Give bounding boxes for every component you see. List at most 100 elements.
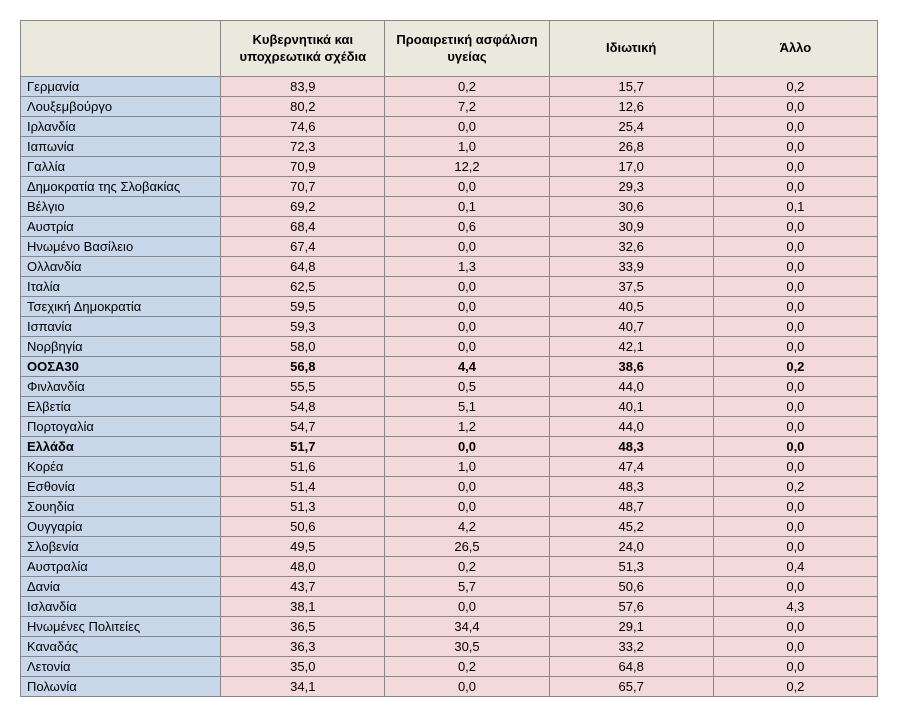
cell-c1: 36,3	[221, 637, 385, 657]
cell-c2: 0,0	[385, 597, 549, 617]
table-row: Ιρλανδία74,60,025,40,0	[21, 117, 878, 137]
table-row: Ισλανδία38,10,057,64,3	[21, 597, 878, 617]
cell-c4: 0,0	[713, 337, 877, 357]
cell-c2: 0,2	[385, 557, 549, 577]
table-row: Νορβηγία58,00,042,10,0	[21, 337, 878, 357]
row-label: Ελβετία	[21, 397, 221, 417]
cell-c4: 0,0	[713, 577, 877, 597]
cell-c4: 0,0	[713, 217, 877, 237]
cell-c2: 0,2	[385, 657, 549, 677]
cell-c4: 0,0	[713, 97, 877, 117]
cell-c1: 74,6	[221, 117, 385, 137]
row-label: Πολωνία	[21, 677, 221, 697]
cell-c2: 0,0	[385, 477, 549, 497]
table-row: Ουγγαρία50,64,245,20,0	[21, 517, 878, 537]
cell-c1: 54,7	[221, 417, 385, 437]
cell-c1: 49,5	[221, 537, 385, 557]
cell-c3: 32,6	[549, 237, 713, 257]
cell-c3: 44,0	[549, 417, 713, 437]
row-label: Αυστρία	[21, 217, 221, 237]
cell-c2: 1,0	[385, 137, 549, 157]
cell-c3: 26,8	[549, 137, 713, 157]
row-label: Καναδάς	[21, 637, 221, 657]
cell-c4: 0,0	[713, 277, 877, 297]
row-label: Γαλλία	[21, 157, 221, 177]
cell-c2: 26,5	[385, 537, 549, 557]
header-other: Άλλο	[713, 21, 877, 77]
row-label: Ισλανδία	[21, 597, 221, 617]
cell-c4: 0,0	[713, 537, 877, 557]
cell-c1: 67,4	[221, 237, 385, 257]
cell-c1: 62,5	[221, 277, 385, 297]
cell-c2: 12,2	[385, 157, 549, 177]
cell-c1: 55,5	[221, 377, 385, 397]
row-label: Πορτογαλία	[21, 417, 221, 437]
row-label: Ιταλία	[21, 277, 221, 297]
cell-c1: 59,3	[221, 317, 385, 337]
cell-c1: 72,3	[221, 137, 385, 157]
table-row: Σουηδία51,30,048,70,0	[21, 497, 878, 517]
row-label: Τσεχική Δημοκρατία	[21, 297, 221, 317]
cell-c3: 17,0	[549, 157, 713, 177]
cell-c2: 0,0	[385, 677, 549, 697]
cell-c2: 0,5	[385, 377, 549, 397]
cell-c3: 40,1	[549, 397, 713, 417]
cell-c1: 58,0	[221, 337, 385, 357]
table-row: Πολωνία34,10,065,70,2	[21, 677, 878, 697]
cell-c1: 51,6	[221, 457, 385, 477]
cell-c4: 0,0	[713, 397, 877, 417]
cell-c3: 64,8	[549, 657, 713, 677]
cell-c4: 0,0	[713, 637, 877, 657]
header-row: Κυβερνητικά και υποχρεωτικά σχέδια Προαι…	[21, 21, 878, 77]
cell-c1: 34,1	[221, 677, 385, 697]
table-row: Ηνωμένο Βασίλειο67,40,032,60,0	[21, 237, 878, 257]
cell-c4: 0,0	[713, 237, 877, 257]
row-label: Δημοκρατία της Σλοβακίας	[21, 177, 221, 197]
cell-c1: 54,8	[221, 397, 385, 417]
cell-c4: 0,0	[713, 517, 877, 537]
cell-c4: 0,0	[713, 457, 877, 477]
cell-c1: 43,7	[221, 577, 385, 597]
cell-c3: 47,4	[549, 457, 713, 477]
cell-c3: 51,3	[549, 557, 713, 577]
cell-c2: 1,2	[385, 417, 549, 437]
table-row: Δημοκρατία της Σλοβακίας70,70,029,30,0	[21, 177, 878, 197]
header-voluntary-ins: Προαιρετική ασφάλιση υγείας	[385, 21, 549, 77]
cell-c3: 29,3	[549, 177, 713, 197]
cell-c4: 0,0	[713, 617, 877, 637]
cell-c4: 0,2	[713, 357, 877, 377]
table-row: Δανία43,75,750,60,0	[21, 577, 878, 597]
cell-c1: 64,8	[221, 257, 385, 277]
table-row: Ηνωμένες Πολιτείες36,534,429,10,0	[21, 617, 878, 637]
cell-c1: 48,0	[221, 557, 385, 577]
cell-c3: 40,7	[549, 317, 713, 337]
table-row: Λετονία35,00,264,80,0	[21, 657, 878, 677]
cell-c4: 0,1	[713, 197, 877, 217]
cell-c2: 4,2	[385, 517, 549, 537]
table-row: Ελλάδα51,70,048,30,0	[21, 437, 878, 457]
header-private: Ιδιωτική	[549, 21, 713, 77]
row-label: Νορβηγία	[21, 337, 221, 357]
cell-c2: 0,1	[385, 197, 549, 217]
cell-c3: 50,6	[549, 577, 713, 597]
cell-c4: 0,2	[713, 77, 877, 97]
cell-c3: 44,0	[549, 377, 713, 397]
header-blank	[21, 21, 221, 77]
cell-c4: 4,3	[713, 597, 877, 617]
cell-c4: 0,0	[713, 297, 877, 317]
cell-c3: 48,3	[549, 477, 713, 497]
cell-c1: 70,9	[221, 157, 385, 177]
row-label: ΟΟΣΑ30	[21, 357, 221, 377]
row-label: Ισπανία	[21, 317, 221, 337]
row-label: Φινλανδία	[21, 377, 221, 397]
table-row: Κορέα51,61,047,40,0	[21, 457, 878, 477]
cell-c3: 45,2	[549, 517, 713, 537]
row-label: Σλοβενία	[21, 537, 221, 557]
table-row: Καναδάς36,330,533,20,0	[21, 637, 878, 657]
table-row: Γαλλία70,912,217,00,0	[21, 157, 878, 177]
cell-c2: 0,0	[385, 277, 549, 297]
cell-c4: 0,2	[713, 677, 877, 697]
table-row: Φινλανδία55,50,544,00,0	[21, 377, 878, 397]
row-label: Ιαπωνία	[21, 137, 221, 157]
cell-c2: 0,6	[385, 217, 549, 237]
